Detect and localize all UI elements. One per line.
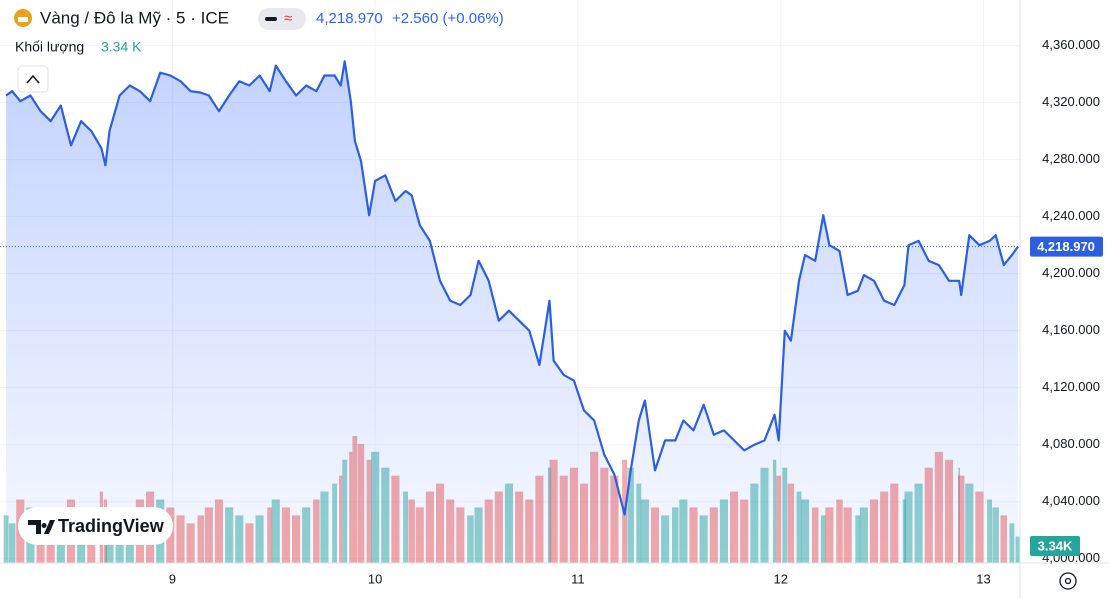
y-tick-label: 4,160.000 [1042, 322, 1100, 337]
toggle-icon [265, 17, 277, 21]
x-tick-label: 11 [571, 571, 585, 586]
x-tick-label: 9 [169, 571, 176, 586]
y-tick-label: 4,040.000 [1042, 493, 1100, 508]
price-change: +2.560 (+0.06%) [392, 10, 504, 27]
logo-icon [28, 520, 55, 534]
last-price-label: 4,218.970 [1037, 239, 1095, 254]
y-tick-label: 4,240.000 [1042, 208, 1100, 223]
volume-value: 3.34 K [101, 39, 142, 55]
volume-title: Khối lượng [15, 39, 84, 55]
volume-tag-label: 3.34K [1038, 538, 1073, 553]
price-area [6, 61, 1019, 564]
toggle-icon: ≈ [284, 10, 292, 27]
volume-tag [1030, 536, 1080, 556]
x-tick-label: 13 [976, 571, 990, 586]
collapse-button[interactable] [17, 65, 49, 93]
y-tick-label: 4,120.000 [1042, 379, 1100, 394]
logo-box[interactable] [18, 507, 173, 545]
symbol-title[interactable]: Vàng / Đô la Mỹ · 5 · ICE [40, 8, 229, 27]
price-line [5, 60, 1019, 516]
last-price-tag [1030, 236, 1103, 257]
toggle[interactable] [258, 8, 306, 30]
y-tick-label: 4,080.000 [1042, 436, 1100, 451]
collapse-icon [26, 74, 40, 84]
settings-icon [1064, 577, 1072, 585]
price: 4,218.970 [316, 10, 383, 27]
symbol-icon-bar [18, 17, 28, 22]
y-tick-label: 4,320.000 [1042, 94, 1100, 109]
volume-bar [3, 515, 9, 563]
y-tick-label: 4,200.000 [1042, 265, 1100, 280]
x-tick-label: 12 [773, 571, 787, 586]
y-tick-label: 4,280.000 [1042, 151, 1100, 166]
y-tick-label: 4,360.000 [1042, 37, 1100, 52]
logo-text: TradingView [58, 516, 165, 536]
x-tick-label: 10 [368, 571, 382, 586]
settings-button[interactable] [1059, 572, 1077, 590]
